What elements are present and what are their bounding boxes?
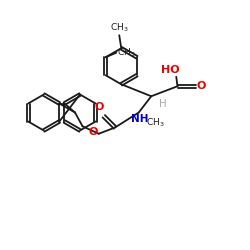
Text: O: O	[94, 102, 104, 112]
Text: O: O	[88, 127, 98, 137]
Text: HO: HO	[161, 65, 180, 75]
Text: CH$_3$: CH$_3$	[117, 46, 136, 59]
Text: O: O	[196, 81, 206, 91]
Text: CH$_3$: CH$_3$	[146, 116, 165, 129]
Text: NH: NH	[131, 114, 149, 124]
Text: CH$_3$: CH$_3$	[110, 21, 128, 34]
Text: H: H	[159, 99, 166, 109]
